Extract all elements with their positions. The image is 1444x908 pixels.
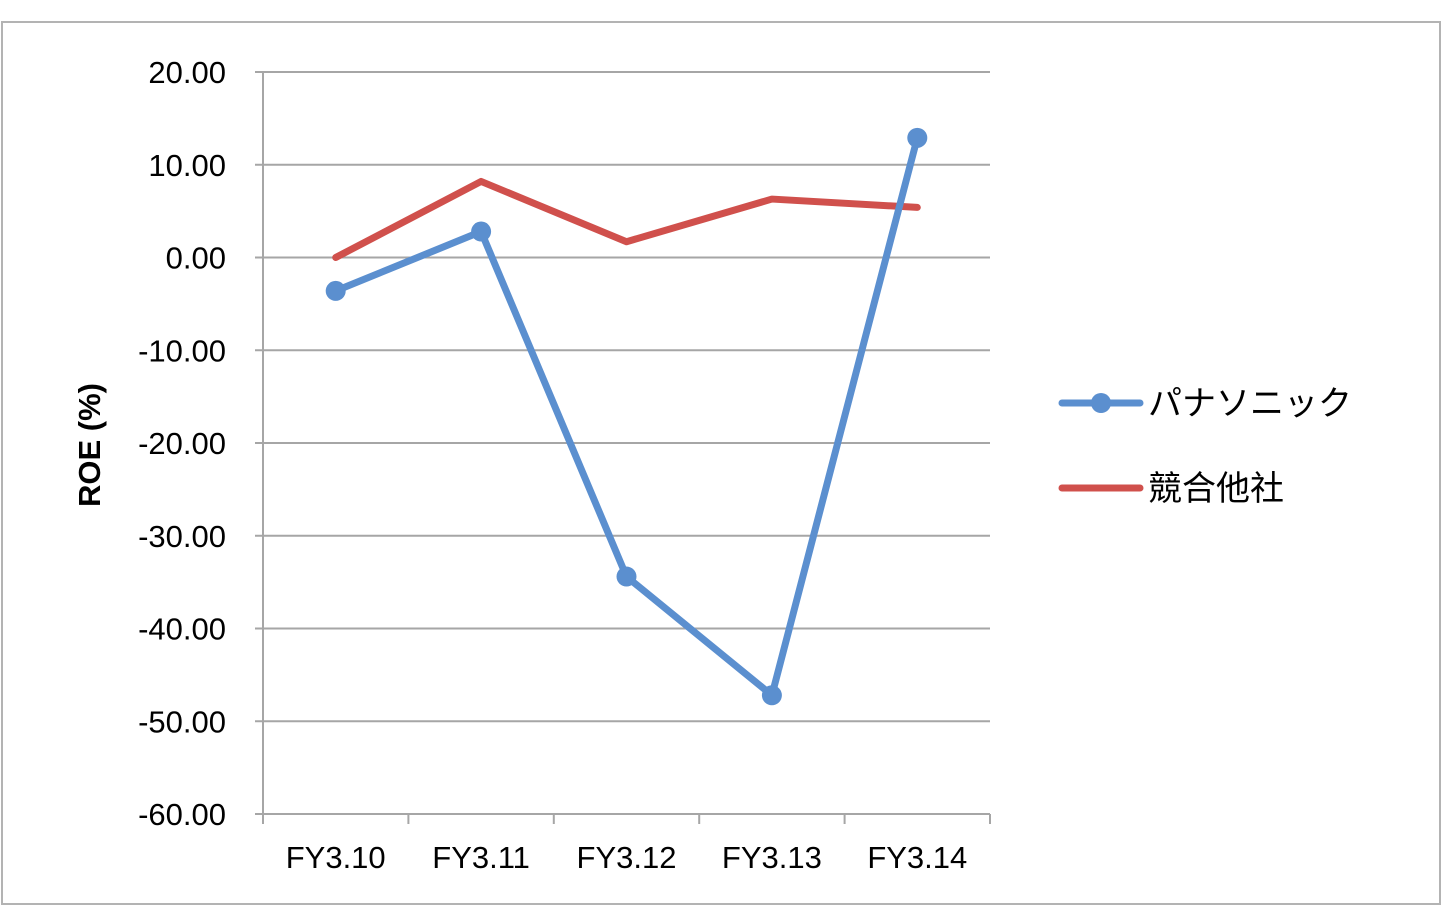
y-tick-label: -50.00 bbox=[138, 704, 226, 739]
legend-label: 競合他社 bbox=[1148, 469, 1284, 509]
axes bbox=[255, 71, 991, 824]
data-point bbox=[907, 127, 928, 148]
data-point bbox=[616, 566, 637, 587]
legend-label: パナソニック bbox=[1148, 384, 1352, 424]
series-line-1 bbox=[332, 177, 921, 261]
legend-swatch-marker bbox=[1091, 393, 1111, 413]
x-tick-label: FY3.11 bbox=[432, 840, 530, 875]
y-tick-label: -40.00 bbox=[138, 612, 226, 647]
series bbox=[325, 127, 928, 706]
y-tick-label: -60.00 bbox=[138, 797, 226, 832]
y-tick-label: -20.00 bbox=[138, 426, 226, 461]
x-tick-label: FY3.13 bbox=[722, 840, 822, 875]
data-point bbox=[471, 221, 492, 242]
y-tick-label: -10.00 bbox=[138, 333, 226, 368]
x-tick-label: FY3.10 bbox=[286, 840, 386, 875]
series-line-0 bbox=[332, 134, 921, 699]
y-tick-label: -30.00 bbox=[138, 519, 226, 554]
x-tick-label: FY3.12 bbox=[577, 840, 677, 875]
data-point bbox=[325, 280, 346, 301]
y-tick-labels: 20.00 10.00 0.00 -10.00 -20.00 -30.00 -40.00 -5… bbox=[138, 55, 226, 832]
x-tick-label: FY3.14 bbox=[867, 840, 967, 875]
chart-frame bbox=[1, 21, 1441, 905]
x-tick-labels: FY3.10 FY3.11 FY3.12 FY3.13 FY3.14 bbox=[286, 840, 968, 875]
y-tick-label: 0.00 bbox=[166, 241, 226, 276]
y-tick-label: 10.00 bbox=[148, 148, 226, 183]
data-point bbox=[761, 685, 782, 706]
gridlines bbox=[263, 71, 990, 815]
y-tick-label: 20.00 bbox=[148, 55, 226, 90]
y-axis-title: ROE (%) bbox=[72, 383, 107, 507]
